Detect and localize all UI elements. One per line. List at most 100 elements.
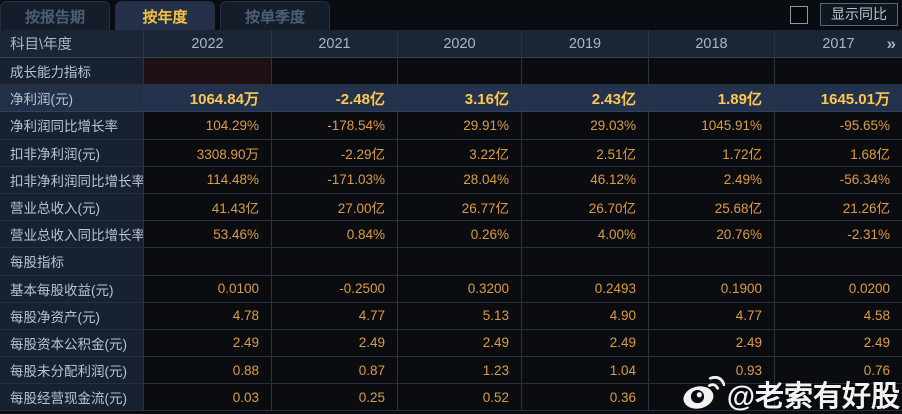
value-cell: 3.16亿 [398,85,522,113]
table-row: 每股净资产(元) 4.78 4.77 5.13 4.90 4.77 4.58 [0,302,902,330]
value-cell: 0.76 [775,357,902,385]
value-cell: 2.49 [398,329,522,358]
value-cell: -2.31% [775,221,902,249]
year-header-2021: 2021 [272,30,398,58]
value-cell: 1.68亿 [775,139,902,167]
value-cell: 4.58 [775,302,902,330]
tab-1[interactable]: 按年度 [115,1,216,30]
value-cell: 1.89亿 [649,85,775,113]
value-cell [144,58,272,86]
value-cell: 0.87 [272,357,398,385]
value-cell: 29.03% [522,112,649,140]
value-cell: 28.04% [398,166,522,194]
show-yoy-checkbox[interactable] [790,5,808,24]
value-cell: 2.49 [775,329,902,358]
year-header-label: 2017 [822,35,855,52]
table-row: 每股资本公积金(元) 2.49 2.49 2.49 2.49 2.49 2.49 [0,329,902,358]
row-label: 每股指标 [0,248,144,276]
value-cell: 0.36 [522,384,649,412]
show-yoy-label[interactable]: 显示同比 [820,3,898,26]
value-cell: 0.3200 [398,275,522,303]
value-cell [398,58,522,86]
value-cell [272,248,398,276]
value-cell: 1.72亿 [649,139,775,167]
table-row: 基本每股收益(元) 0.0100 -0.2500 0.3200 0.2493 0.1900… [0,275,902,303]
value-cell: -171.03% [272,166,398,194]
value-cell: 0.88 [144,357,272,385]
value-cell: 25.68亿 [649,193,775,222]
value-cell: 4.78 [144,302,272,330]
year-header-label: 2020 [443,35,476,52]
year-header-label: 2018 [695,35,728,52]
value-cell: 21.26亿 [775,193,902,222]
value-cell: 114.48% [144,166,272,194]
value-cell: 0.26% [398,221,522,249]
row-label: 基本每股收益(元) [0,275,144,303]
value-cell: 0.84% [272,221,398,249]
value-cell: 0.2493 [522,275,649,303]
top-right-controls: 显示同比 [790,3,898,26]
value-cell: 0.03 [144,384,272,412]
value-cell: 26.77亿 [398,193,522,222]
value-cell: -2.29亿 [272,139,398,167]
value-cell: 26.70亿 [522,193,649,222]
value-cell [398,248,522,276]
year-header-label: 2022 [191,35,224,52]
table-row: 扣非净利润(元) 3308.90万 -2.29亿 3.22亿 2.51亿 1.72亿 1.6… [0,139,902,167]
value-cell [775,58,902,86]
row-label: 营业总收入同比增长率 [0,221,144,249]
year-header-2020: 2020 [398,30,522,58]
row-label: 每股资本公积金(元) [0,329,144,358]
table-row: 净利润(元) 1064.84万 -2.48亿 3.16亿 2.43亿 1.89亿 1645.… [0,85,902,113]
value-cell: 29.91% [398,112,522,140]
value-cell [649,384,775,412]
row-label: 净利润同比增长率 [0,112,144,140]
financial-indicators-table: 科目\年度 2022 2021 2020 2019 2018 2017 » 成长能力指标 净利… [0,30,902,412]
section-row: 成长能力指标 [0,58,902,86]
value-cell: 1045.91% [649,112,775,140]
year-header-label: 2019 [568,35,602,52]
value-cell [272,58,398,86]
row-label: 每股经营现金流(元) [0,384,144,412]
value-cell: 0.1900 [649,275,775,303]
row-label: 每股未分配利润(元) [0,357,144,385]
value-cell [144,248,272,276]
more-columns-icon[interactable]: » [886,33,897,53]
row-label: 净利润(元) [0,85,144,113]
value-cell [775,248,902,276]
value-cell: 53.46% [144,221,272,249]
table-row: 营业总收入同比增长率 53.46% 0.84% 0.26% 4.00% 20.76% -2.… [0,221,902,249]
value-cell: 2.49% [649,166,775,194]
row-label: 营业总收入(元) [0,193,144,222]
value-cell: 3.22亿 [398,139,522,167]
value-cell: 1645.01万 [775,85,902,113]
value-cell: 4.77 [649,302,775,330]
value-cell: 1064.84万 [144,85,272,113]
value-cell: 104.29% [144,112,272,140]
value-cell: 3308.90万 [144,139,272,167]
period-tab-bar: 按报告期 按年度 按单季度 显示同比 [0,0,902,30]
year-header-2017: 2017 » [775,30,902,58]
row-label: 每股净资产(元) [0,302,144,330]
table-row: 每股未分配利润(元) 0.88 0.87 1.23 1.04 0.93 0.76 [0,357,902,385]
value-cell: 0.93 [649,357,775,385]
row-label: 扣非净利润(元) [0,139,144,167]
value-cell: 46.12% [522,166,649,194]
value-cell: 1.23 [398,357,522,385]
value-cell: 2.49 [144,329,272,358]
value-cell [649,248,775,276]
year-header-label: 2021 [318,35,351,52]
tab-2[interactable]: 按单季度 [220,1,331,30]
table-row: 扣非净利润同比增长率 114.48% -171.03% 28.04% 46.12% 2.4… [0,166,902,194]
value-cell: 2.49 [649,329,775,358]
value-cell: -95.65% [775,112,902,140]
table-header-row: 科目\年度 2022 2021 2020 2019 2018 2017 » [0,30,902,58]
value-cell: -2.48亿 [272,85,398,113]
value-cell: 2.51亿 [522,139,649,167]
table-row: 营业总收入(元) 41.43亿 27.00亿 26.77亿 26.70亿 25.68亿 21… [0,193,902,222]
value-cell: 2.43亿 [522,85,649,113]
value-cell: 41.43亿 [144,193,272,222]
tab-0[interactable]: 按报告期 [0,1,111,30]
value-cell: -56.34% [775,166,902,194]
row-label: 成长能力指标 [0,58,144,86]
